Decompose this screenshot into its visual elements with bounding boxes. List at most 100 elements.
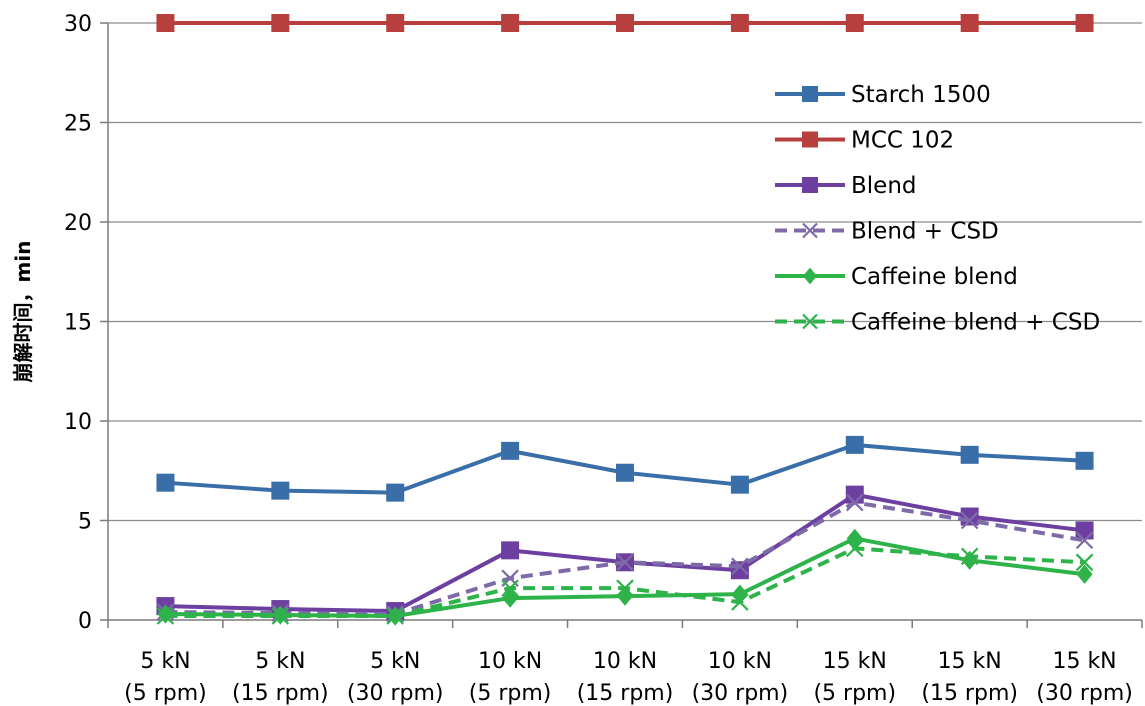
x-tick-label: 15 kN (30 rpm): [1036, 649, 1133, 706]
x-tick-label-line: (15 rpm): [232, 681, 329, 706]
data-point: [501, 541, 520, 560]
data-point: [156, 607, 175, 625]
y-tick-label: 0: [78, 609, 92, 634]
data-point: [960, 511, 979, 530]
data-point: [802, 86, 818, 102]
data-point: [960, 547, 979, 566]
legend-label: Blend + CSD: [851, 219, 999, 245]
series-group: [156, 14, 1094, 626]
x-tick-label: 5 kN (30 rpm): [347, 649, 444, 706]
data-point: [271, 607, 290, 625]
x-tick-label-line: 15 kN: [823, 649, 887, 674]
y-tick-label: 20: [64, 211, 92, 236]
data-point: [1075, 521, 1094, 540]
x-tick-label: 5 kN (15 rpm): [232, 649, 329, 706]
x-tick-label-line: (15 rpm): [921, 681, 1018, 706]
legend-item: Caffeine blend + CSD: [775, 310, 1100, 336]
data-point: [802, 177, 818, 193]
legend-label: Caffeine blend + CSD: [851, 310, 1100, 336]
data-point: [730, 475, 749, 494]
y-tick-label: 5: [78, 510, 92, 535]
legend-item: Caffeine blend: [775, 264, 1018, 290]
data-point: [156, 473, 175, 492]
x-tick-label-line: 5 kN: [255, 649, 305, 674]
data-point: [961, 550, 978, 570]
series-mcc-102: [156, 14, 1094, 32]
series-caffeine-blend-csd: [156, 539, 1094, 625]
data-point: [616, 553, 634, 572]
data-point: [1075, 451, 1094, 470]
x-tick-label: 10 kN (30 rpm): [692, 649, 789, 706]
x-tick-label-line: (5 rpm): [124, 681, 207, 706]
x-tick-label: 10 kN (5 rpm): [469, 649, 552, 706]
data-point: [616, 579, 634, 597]
x-tick-label-line: 5 kN: [140, 649, 190, 674]
x-tick-label: 10 kN (15 rpm): [577, 649, 674, 706]
legend-label: Starch 1500: [851, 82, 991, 108]
data-point: [386, 483, 405, 502]
legend: Starch 1500 MCC 102 Blend Blend + CSD Caffei…: [775, 82, 1100, 336]
x-tick-label-line: (30 rpm): [347, 681, 444, 706]
data-point: [731, 593, 749, 611]
legend-item: Starch 1500: [775, 82, 991, 108]
legend-label: Blend: [851, 173, 917, 199]
data-point: [502, 588, 519, 608]
data-point: [616, 463, 634, 482]
legend-label: MCC 102: [851, 128, 954, 154]
x-tick-label-line: 10 kN: [708, 649, 772, 674]
axes: 0 5 10 15 20 25 30 5 kN (5 rpm) 5 kN (15 rpm) 5 kN (…: [64, 12, 1143, 706]
data-point: [501, 14, 520, 32]
x-tick-label-line: (5 rpm): [813, 681, 896, 706]
data-point: [386, 14, 405, 32]
x-tick-label-line: 10 kN: [593, 649, 657, 674]
data-point: [501, 441, 520, 460]
data-point: [802, 313, 818, 330]
data-point: [845, 539, 864, 558]
data-point: [271, 14, 290, 32]
y-tick-label: 30: [64, 12, 92, 37]
data-point: [960, 445, 979, 464]
data-point: [156, 14, 175, 32]
data-point: [1075, 531, 1094, 550]
data-point: [845, 435, 864, 454]
data-point: [386, 607, 405, 625]
legend-item: MCC 102: [775, 128, 954, 154]
data-point: [802, 131, 818, 148]
data-point: [802, 222, 818, 239]
y-axis-label: 崩解时间，min: [11, 241, 35, 383]
legend-item: Blend: [775, 173, 917, 199]
x-tick-label-line: 5 kN: [370, 649, 420, 674]
data-point: [960, 14, 979, 32]
x-tick-label: 15 kN (5 rpm): [813, 649, 896, 706]
data-point: [1075, 553, 1094, 572]
x-tick-label-line: 15 kN: [1052, 649, 1116, 674]
data-point: [501, 579, 519, 597]
data-point: [271, 481, 290, 500]
series-starch-1500: [156, 435, 1094, 502]
data-point: [1075, 14, 1094, 32]
x-tick-label: 5 kN (5 rpm): [124, 649, 207, 706]
data-point: [730, 561, 749, 580]
y-tick-label: 15: [64, 311, 92, 336]
x-tick-label-line: (30 rpm): [692, 681, 789, 706]
data-point: [731, 557, 749, 576]
data-point: [845, 14, 864, 32]
data-point: [803, 267, 817, 285]
legend-item: Blend + CSD: [775, 219, 999, 245]
data-point: [960, 507, 979, 526]
legend-label: Caffeine blend: [851, 264, 1018, 290]
data-point: [616, 14, 634, 32]
x-tick-label-line: 10 kN: [478, 649, 542, 674]
x-tick-label: 15 kN (15 rpm): [921, 649, 1018, 706]
x-tick-label-line: 15 kN: [938, 649, 1002, 674]
data-point: [846, 528, 863, 549]
y-tick-label: 10: [64, 410, 92, 435]
x-tick-label-line: (5 rpm): [469, 681, 552, 706]
x-tick-label-line: (15 rpm): [577, 681, 674, 706]
data-point: [730, 14, 749, 32]
x-tick-label-line: (30 rpm): [1036, 681, 1133, 706]
data-point: [1076, 564, 1093, 584]
data-point: [845, 493, 864, 512]
